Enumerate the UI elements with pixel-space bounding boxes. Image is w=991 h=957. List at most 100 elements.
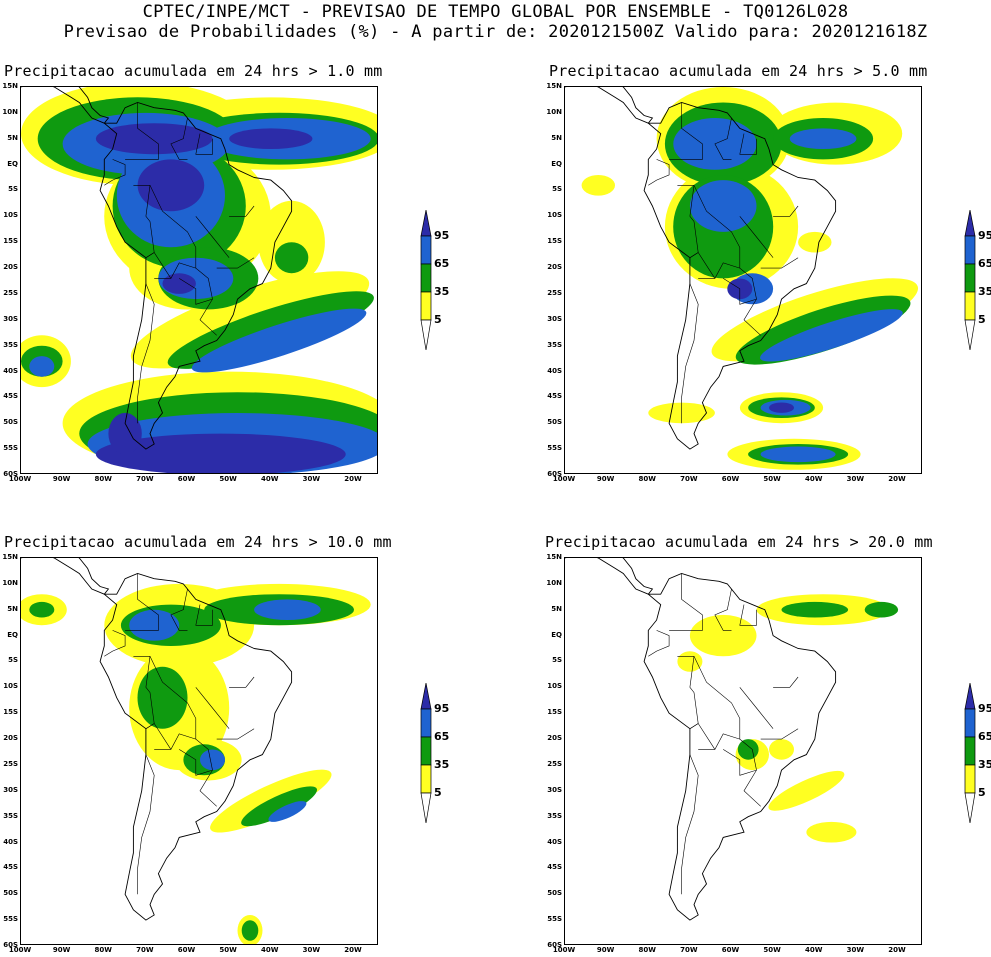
colorbar-level-label: 95 [434, 229, 450, 242]
country-border [669, 573, 703, 631]
probability-region-over95 [137, 159, 205, 212]
latitude-tick-label: 50S [3, 889, 18, 898]
country-border [739, 687, 774, 729]
latitude-tick-label: 5S [8, 185, 18, 194]
colorbar-segment-35-65 [420, 263, 432, 293]
colorbar-segment-over95 [964, 682, 976, 710]
longitude-tick-label: 20W [888, 946, 906, 954]
probability-region-c5_35 [258, 200, 325, 284]
probability-region-c65_95 [200, 749, 225, 771]
colorbar-level-label: 5 [978, 313, 986, 326]
colorbar-segment-65-95 [420, 708, 432, 738]
longitude-tick-label: 50W [763, 946, 781, 954]
longitude-tick-label: 40W [805, 475, 823, 483]
probability-region-c5_35 [581, 175, 615, 196]
country-border [681, 754, 699, 895]
longitude-tick-label: 100W [8, 475, 32, 483]
longitude-tick-label: 20W [344, 946, 362, 954]
probability-region-c35_65 [29, 601, 55, 618]
country-border [723, 749, 757, 776]
latitude-tick-label: 5S [552, 185, 562, 194]
latitude-tick-label: EQ [551, 159, 562, 168]
longitude-tick-label: 30W [846, 946, 865, 954]
latitude-tick-label: 25S [3, 288, 18, 297]
probability-region-c65_95 [760, 446, 836, 463]
probability-region-c65_95 [129, 609, 180, 641]
latitude-tick-label: 10N [546, 107, 562, 116]
probability-region-c5_35 [768, 770, 845, 811]
country-border [137, 754, 155, 895]
country-border [216, 257, 255, 269]
latitude-tick-label: 5N [7, 604, 18, 613]
colorbar-level-label: 65 [978, 730, 991, 743]
longitude-tick-label: 80W [638, 946, 656, 954]
probability-region-over95 [769, 402, 794, 413]
latitude-tick-label: 35S [3, 340, 18, 349]
latitude-tick-label: 15N [546, 82, 562, 90]
country-border [773, 676, 799, 688]
latitude-tick-label: 60S [547, 941, 562, 949]
panel-title: Precipitacao acumulada em 24 hrs > 5.0 m… [549, 62, 928, 80]
colorbar-segment-over95 [420, 209, 432, 237]
latitude-tick-label: 30S [3, 314, 18, 323]
longitude-tick-label: 40W [805, 946, 823, 954]
probability-region-c5_35 [677, 651, 703, 672]
country-border [179, 278, 213, 305]
colorbar-segment-below5 [964, 319, 976, 351]
colorbar-level-label: 35 [978, 285, 991, 298]
colorbar-level-label: 65 [978, 257, 991, 270]
latitude-tick-label: 25S [3, 759, 18, 768]
central-america-coastline [21, 558, 110, 595]
latitude-tick-label: 10S [3, 211, 18, 220]
country-border [195, 687, 230, 729]
latitude-tick-label: 55S [547, 444, 562, 453]
longitude-tick-label: 60W [177, 946, 196, 954]
country-border [739, 133, 757, 155]
probability-region-c35_65 [137, 666, 188, 729]
latitude-tick-label: 45S [3, 392, 18, 401]
longitude-tick-label: 20W [888, 475, 906, 483]
colorbar-level-label: 35 [434, 285, 450, 298]
probability-region-c5_35 [689, 614, 757, 657]
probability-region-over95 [95, 123, 213, 155]
latitude-tick-label: 45S [3, 863, 18, 872]
longitude-tick-label: 100W [8, 946, 32, 954]
colorbar-level-label: 5 [434, 313, 442, 326]
country-border [179, 749, 213, 776]
latitude-tick-label: 40S [3, 837, 18, 846]
latitude-tick-label: 30S [3, 785, 18, 794]
country-border [104, 159, 126, 186]
figure-title-line-1: CPTEC/INPE/MCT - PREVISAO DE TEMPO GLOBA… [142, 2, 849, 22]
latitude-tick-label: 20S [547, 734, 562, 743]
country-border [698, 262, 740, 279]
latitude-tick-label: 10N [2, 107, 18, 116]
longitude-tick-label: 70W [136, 475, 154, 483]
longitude-tick-label: 60W [721, 946, 740, 954]
longitude-tick-label: 70W [680, 475, 698, 483]
country-border [689, 252, 716, 279]
country-border [689, 723, 716, 750]
latitude-tick-label: 35S [547, 340, 562, 349]
colorbar [420, 682, 432, 829]
probability-region-c65_95 [760, 309, 903, 362]
country-border [760, 728, 799, 740]
longitude-tick-label: 90W [596, 475, 615, 483]
south-america-coastline [643, 573, 837, 921]
country-border [137, 283, 155, 424]
probability-region-c35_65 [864, 601, 899, 618]
longitude-tick-label: 50W [219, 946, 237, 954]
country-border [714, 117, 732, 160]
colorbar-segment-5-35 [964, 764, 976, 794]
panel-title: Precipitacao acumulada em 24 hrs > 1.0 m… [4, 62, 383, 80]
latitude-tick-label: 40S [547, 366, 562, 375]
colorbar-level-label: 35 [434, 758, 450, 771]
country-border [739, 216, 774, 258]
longitude-tick-label: 40W [261, 475, 279, 483]
colorbar-segment-below5 [420, 319, 432, 351]
longitude-tick-label: 90W [596, 946, 615, 954]
country-border [125, 102, 159, 160]
latitude-tick-label: EQ [7, 630, 18, 639]
latitude-tick-label: 55S [3, 444, 18, 453]
colorbar-level-label: 35 [978, 758, 991, 771]
latitude-tick-label: 10S [547, 211, 562, 220]
